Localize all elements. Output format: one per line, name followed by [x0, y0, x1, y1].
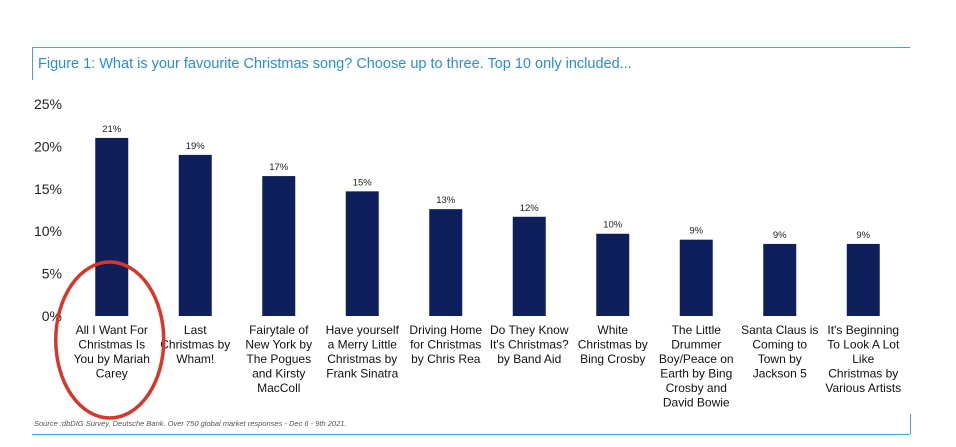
y-tick-label: 20% [34, 138, 62, 154]
figure-frame-top [32, 47, 910, 48]
y-tick-label: 25% [34, 96, 62, 112]
bar [763, 243, 797, 316]
data-label: 21% [102, 124, 122, 135]
figure-frame-bottom [32, 434, 910, 435]
bar [262, 176, 296, 316]
category-label: Santa Claus is Coming to Town by Jackson 5 [741, 323, 818, 381]
data-label: 9% [856, 230, 870, 241]
data-label: 12% [520, 203, 540, 214]
category-label: White Christmas by Bing Crosby [578, 323, 648, 366]
category-label: The Little Drummer Boy/Peace on Earth by Bi… [659, 323, 734, 410]
y-tick-label: 10% [34, 223, 62, 239]
data-label: 19% [186, 141, 206, 152]
bar [679, 239, 713, 316]
data-label: 9% [689, 226, 703, 237]
figure-frame-left [32, 47, 33, 80]
bar [345, 191, 379, 316]
bar [512, 216, 546, 316]
category-label: Last Christmas by Wham! [160, 323, 230, 366]
bar [596, 233, 630, 316]
category-label: Fairytale of New York by The Pogues and Kir… [245, 323, 312, 395]
category-label: Have yourself a Merry Little Christmas by F… [326, 323, 400, 381]
bar [178, 154, 212, 316]
source-note: Source :dbDIG Survey, Deutsche Bank. Ove… [34, 419, 347, 428]
category-label: Driving Home for Christmas by Chris Rea [409, 323, 482, 366]
bar [429, 209, 463, 316]
data-label: 13% [436, 195, 456, 206]
y-tick-label: 5% [42, 266, 62, 282]
category-label: It's Beginning To Look A Lot Like Christmas… [825, 323, 901, 395]
data-label: 10% [603, 220, 623, 231]
highlight-circle [54, 260, 166, 420]
figure-frame-right [910, 414, 911, 434]
data-label: 9% [773, 230, 787, 241]
data-label: 15% [353, 177, 373, 188]
y-tick-label: 15% [34, 181, 62, 197]
figure-title: Figure 1: What is your favourite Christm… [38, 56, 632, 72]
data-label: 17% [269, 162, 289, 173]
bar [95, 137, 129, 316]
category-label: Do They Know It's Christmas? by Band Aid [490, 323, 569, 366]
bar [846, 243, 880, 316]
category-label: All I Want For Christmas Is You by Mariah C… [74, 323, 150, 381]
